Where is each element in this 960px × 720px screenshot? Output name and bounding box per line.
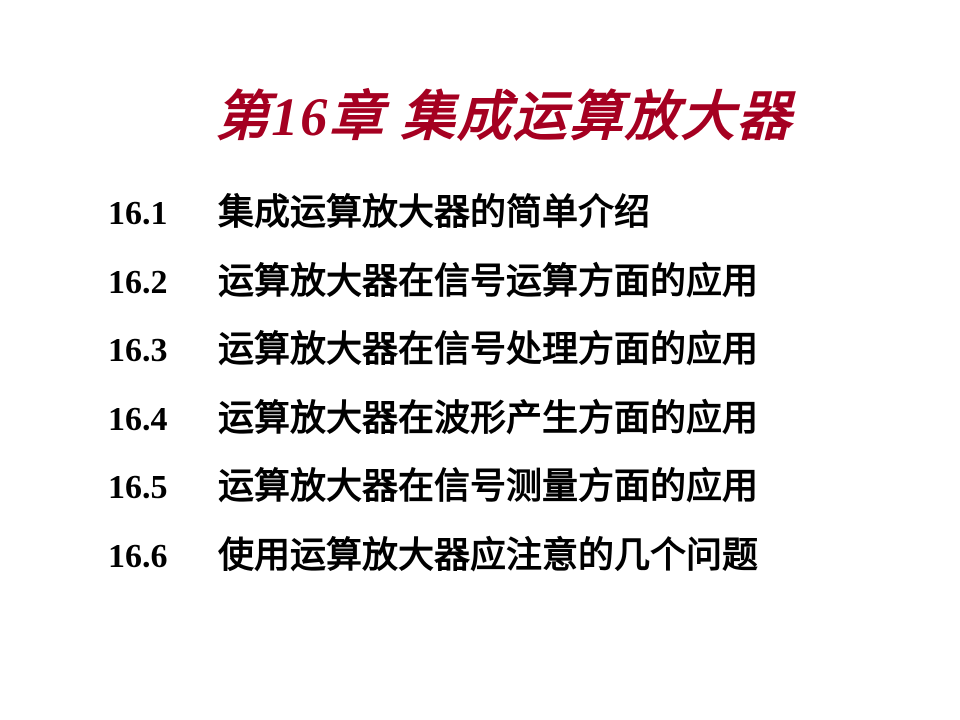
toc-text: 运算放大器在波形产生方面的应用: [218, 393, 758, 443]
toc-number: 16.6: [108, 533, 218, 581]
toc-item: 16.4 运算放大器在波形产生方面的应用: [108, 393, 900, 444]
table-of-contents: 16.1 集成运算放大器的简单介绍 16.2 运算放大器在信号运算方面的应用 1…: [108, 187, 900, 581]
toc-item: 16.5 运算放大器在信号测量方面的应用: [108, 461, 900, 512]
toc-text: 使用运算放大器应注意的几个问题: [218, 530, 758, 580]
toc-item: 16.2 运算放大器在信号运算方面的应用: [108, 256, 900, 307]
slide-container: 第16章 集成运算放大器 16.1 集成运算放大器的简单介绍 16.2 运算放大…: [0, 0, 960, 720]
toc-text: 运算放大器在信号测量方面的应用: [218, 461, 758, 511]
toc-number: 16.1: [108, 190, 218, 238]
toc-text: 运算放大器在信号运算方面的应用: [218, 256, 758, 306]
toc-item: 16.6 使用运算放大器应注意的几个问题: [108, 530, 900, 581]
toc-item: 16.1 集成运算放大器的简单介绍: [108, 187, 900, 238]
chapter-title: 第16章 集成运算放大器: [108, 72, 900, 151]
toc-number: 16.2: [108, 259, 218, 307]
toc-number: 16.3: [108, 327, 218, 375]
toc-number: 16.4: [108, 396, 218, 444]
toc-text: 集成运算放大器的简单介绍: [218, 187, 650, 237]
toc-number: 16.5: [108, 464, 218, 512]
toc-item: 16.3 运算放大器在信号处理方面的应用: [108, 324, 900, 375]
toc-text: 运算放大器在信号处理方面的应用: [218, 324, 758, 374]
